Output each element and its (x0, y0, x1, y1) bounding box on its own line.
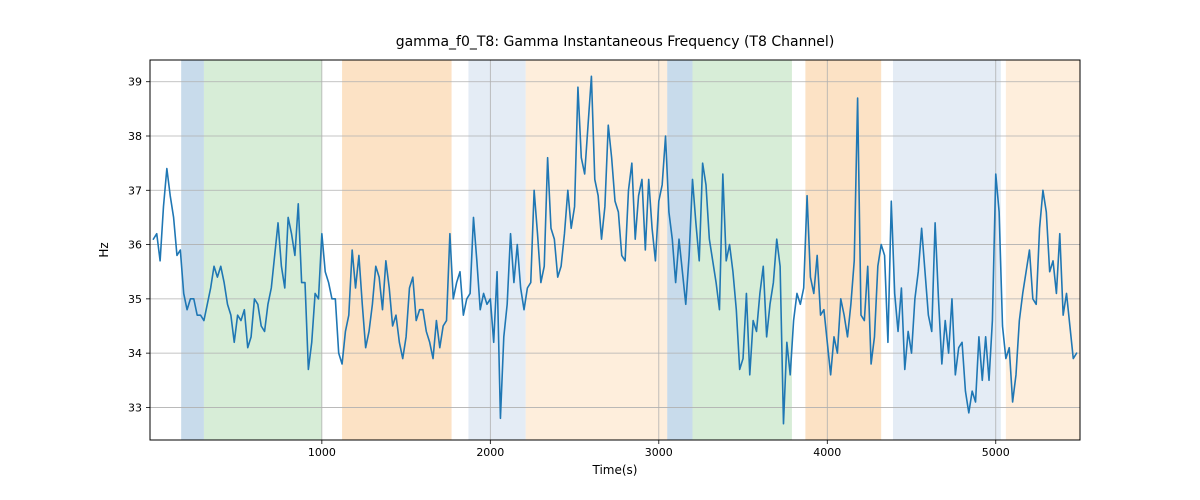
x-axis: 1000 2000 3000 4000 5000 (308, 440, 1010, 459)
y-tick-label: 35 (128, 293, 142, 306)
band-region (893, 60, 1001, 440)
y-tick-label: 38 (128, 130, 142, 143)
x-tick-label: 2000 (476, 446, 504, 459)
y-axis-label: Hz (97, 242, 111, 257)
line-chart: 1000 2000 3000 4000 5000 33 34 35 36 37 38 39 Time(s… (0, 0, 1200, 500)
y-tick-label: 34 (128, 347, 142, 360)
y-tick-label: 37 (128, 184, 142, 197)
chart-container: 1000 2000 3000 4000 5000 33 34 35 36 37 38 39 Time(s… (0, 0, 1200, 500)
y-axis: 33 34 35 36 37 38 39 (128, 76, 150, 415)
y-tick-label: 39 (128, 76, 142, 89)
x-tick-label: 3000 (645, 446, 673, 459)
y-tick-label: 33 (128, 401, 142, 414)
band-region (805, 60, 881, 440)
chart-title: gamma_f0_T8: Gamma Instantaneous Frequen… (396, 34, 835, 50)
x-axis-label: Time(s) (592, 463, 638, 477)
y-tick-label: 36 (128, 239, 142, 252)
band-region (181, 60, 204, 440)
x-tick-label: 5000 (982, 446, 1010, 459)
band-region (342, 60, 452, 440)
x-tick-label: 4000 (813, 446, 841, 459)
band-region (204, 60, 322, 440)
band-region (693, 60, 792, 440)
x-tick-label: 1000 (308, 446, 336, 459)
background-bands (181, 60, 1080, 440)
band-region (1006, 60, 1080, 440)
